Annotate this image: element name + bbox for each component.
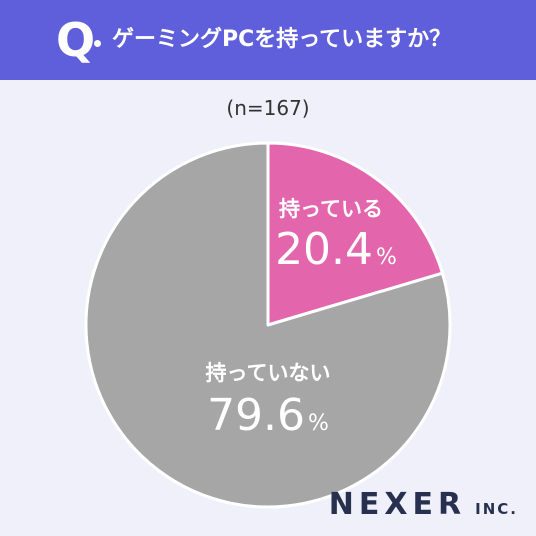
q-dot-icon [94,40,101,47]
slice-value-2: 79.6% [207,390,329,441]
pie-slice-2 [84,141,452,509]
q-letter: Q [56,13,96,67]
sample-size: (n=167) [226,96,310,120]
nexer-logo: NEXER INC. [329,487,518,522]
logo-sub: INC. [475,500,518,518]
question-header: Q ゲーミングPCを持っていますか？ [0,0,536,80]
slice-label-1: 持っている [279,197,383,221]
logo-main: NEXER [328,487,467,522]
question-text: ゲーミングPCを持っていますか？ [112,27,452,52]
slice-value-1: 20.4% [275,224,397,275]
slice-label-2: 持っていない [206,361,331,385]
pie-slice-1 [266,141,444,327]
